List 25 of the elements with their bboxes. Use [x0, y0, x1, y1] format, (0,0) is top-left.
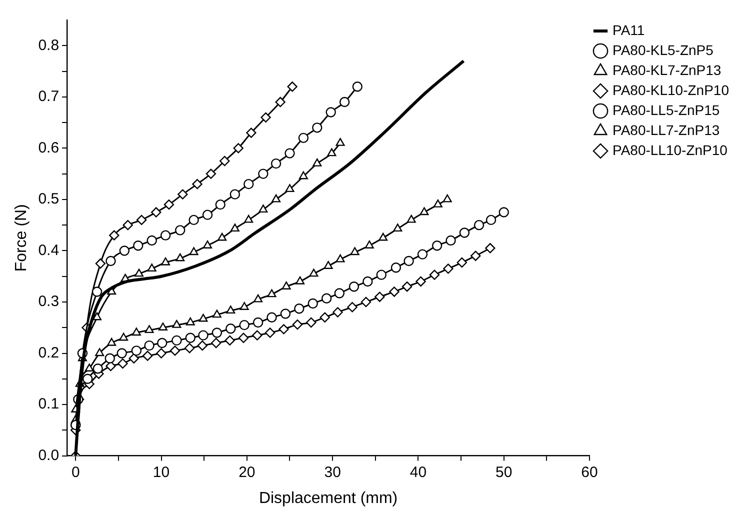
x-axis-title: Displacement (mm)	[258, 490, 398, 507]
x-tick-label: 0	[71, 464, 80, 481]
y-tick-label: 0.4	[38, 242, 60, 259]
legend-label: PA80-KL5-ZnP5	[612, 42, 714, 58]
y-tick-label: 0.6	[38, 139, 60, 156]
legend-label: PA80-LL10-ZnP10	[612, 142, 728, 158]
y-tick-label: 0.0	[38, 446, 60, 464]
legend-label: PA80-KL10-ZnP10	[612, 82, 730, 98]
legend-label: PA80-LL7-ZnP13	[612, 122, 720, 138]
y-tick-label: 0.3	[38, 293, 60, 310]
x-tick-label: 50	[496, 464, 512, 481]
y-axis-title: Force (N)	[13, 204, 30, 272]
y-tick-label: 0.5	[38, 190, 60, 208]
x-tick-label: 20	[238, 464, 256, 481]
y-tick-label: 0.1	[38, 396, 60, 413]
legend-label: PA80-LL5-ZnP15	[612, 102, 720, 118]
legend-label: PA80-KL7-ZnP13	[612, 62, 722, 78]
y-tick-label: 0.7	[38, 88, 60, 106]
legend-label: PA11	[612, 22, 645, 38]
x-tick-label: 30	[324, 464, 341, 481]
y-tick-label: 0.8	[38, 36, 60, 54]
x-tick-label: 40	[410, 464, 427, 481]
x-tick-label: 10	[152, 464, 170, 481]
y-tick-label: 0.2	[38, 344, 60, 362]
x-tick-label: 60	[581, 464, 598, 481]
